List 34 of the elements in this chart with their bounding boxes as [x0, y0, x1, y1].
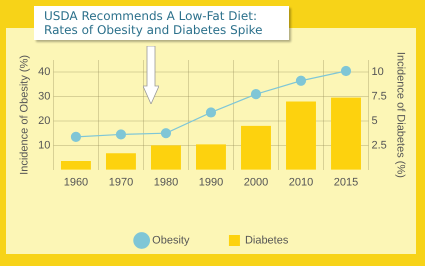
point — [116, 129, 126, 140]
y2-axis-title: Incidence of Diabetes (%) — [394, 52, 406, 178]
point — [160, 128, 172, 138]
point — [250, 89, 262, 100]
x-tick-label: 1960 — [64, 176, 88, 188]
bar — [150, 145, 181, 170]
x-tick-label: 1990 — [198, 176, 224, 188]
point — [70, 132, 82, 142]
x-tick-label: 2010 — [288, 176, 314, 188]
point — [296, 76, 306, 86]
y-tick-label: 20 — [38, 115, 50, 128]
y-axis-title: Incidence of Obesity (%) — [18, 54, 31, 175]
y-tick-label: 30 — [38, 90, 50, 103]
legend-label: Diabetes — [244, 234, 289, 247]
y2-tick-label: 10 — [372, 66, 384, 78]
x-tick-label: 2000 — [244, 176, 268, 188]
bar — [286, 101, 316, 170]
y2-tick-label: 2.5 — [372, 139, 387, 152]
chart-title: USDA Recommends A Low-Fat Diet: Rates of Obesity and Diabetes Spike — [34, 6, 289, 40]
point — [340, 66, 352, 76]
point — [206, 107, 216, 118]
bar — [196, 144, 226, 170]
x-tick-label: 2015 — [334, 176, 358, 188]
bar — [331, 98, 361, 170]
y-tick-label: 40 — [38, 66, 50, 78]
y2-tick-label: 5 — [372, 115, 378, 128]
bar — [60, 161, 91, 170]
legend-label: Obesity — [152, 234, 190, 247]
y-tick-label: 10 — [38, 139, 50, 152]
bar — [106, 153, 136, 170]
bar — [241, 126, 271, 170]
x-tick-label: 1980 — [154, 176, 178, 188]
x-tick-label: 1970 — [108, 176, 134, 188]
y2-tick-label: 7.5 — [372, 90, 387, 103]
